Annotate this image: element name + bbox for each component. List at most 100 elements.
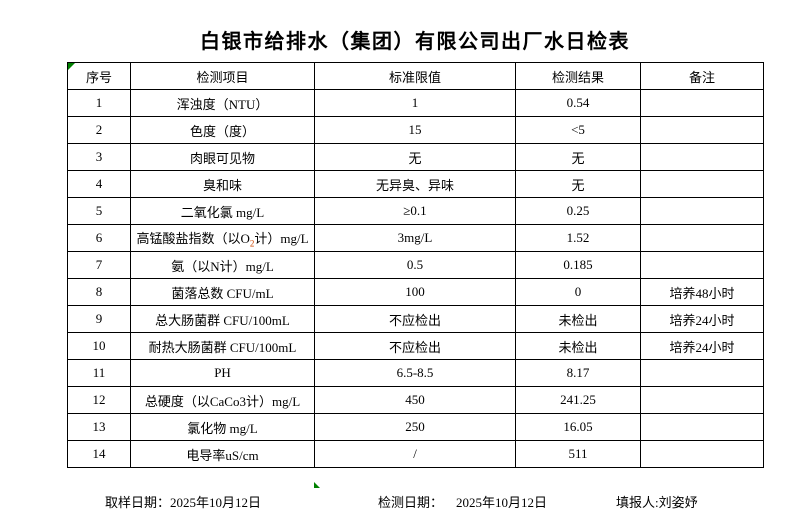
table-row-9: 9 总大肠菌群 CFU/100mL 不应检出 未检出 培养24小时	[67, 305, 764, 333]
item-cell: 耐热大肠菌群 CFU/100mL	[130, 332, 315, 360]
result-cell: 0.185	[515, 251, 641, 279]
result-cell: 0	[515, 278, 641, 306]
test-date-label: 检测日期：	[378, 495, 444, 510]
table-row-13: 13 氯化物 mg/L 250 16.05	[67, 413, 764, 441]
table-row-3: 3 肉眼可见物 无 无	[67, 143, 764, 171]
header-no: 序号	[67, 62, 131, 90]
no-cell: 3	[67, 143, 131, 171]
result-cell: 无	[515, 143, 641, 171]
result-cell: 无	[515, 170, 641, 198]
item-cell: 高锰酸盐指数（以O2计）mg/L	[130, 224, 315, 252]
sampling-date-label: 取样日期：	[105, 495, 171, 510]
result-cell: 0.25	[515, 197, 641, 225]
item-cell: 总硬度（以CaCo3计）mg/L	[130, 386, 315, 414]
no-cell: 8	[67, 278, 131, 306]
result-cell: <5	[515, 116, 641, 144]
item-text-prefix: 高锰酸盐指数（以O	[136, 230, 250, 246]
item-cell: 浑浊度（NTU）	[130, 89, 315, 117]
header-limit: 标准限值	[314, 62, 516, 90]
remark-cell	[640, 251, 764, 279]
limit-cell: 6.5-8.5	[314, 359, 516, 387]
page-title: 白银市给排水（集团）有限公司出厂水日检表	[200, 31, 630, 53]
no-cell: 4	[67, 170, 131, 198]
item-cell: PH	[130, 359, 315, 387]
item-cell: 二氧化氯 mg/L	[130, 197, 315, 225]
no-cell: 9	[67, 305, 131, 333]
item-cell: 菌落总数 CFU/mL	[130, 278, 315, 306]
sampling-date: 取样日期：2025年10月12日	[105, 492, 261, 511]
header-row: 序号 检测项目 标准限值 检测结果 备注	[67, 62, 764, 90]
limit-cell: 15	[314, 116, 516, 144]
remark-cell: 培养24小时	[640, 332, 764, 360]
table-row-2: 2 色度（度） 15 <5	[67, 116, 764, 144]
item-cell: 总大肠菌群 CFU/100mL	[130, 305, 315, 333]
test-date: 检测日期： 2025年10月12日	[378, 492, 547, 511]
table-row-8: 8 菌落总数 CFU/mL 100 0 培养48小时	[67, 278, 764, 306]
table-row-11: 11 PH 6.5-8.5 8.17	[67, 359, 764, 387]
remark-cell	[640, 89, 764, 117]
result-cell: 8.17	[515, 359, 641, 387]
remark-cell	[640, 170, 764, 198]
item-cell: 色度（度）	[130, 116, 315, 144]
result-cell: 511	[515, 440, 641, 468]
limit-cell: 250	[314, 413, 516, 441]
result-cell: 未检出	[515, 332, 641, 360]
remark-cell	[640, 440, 764, 468]
no-cell: 2	[67, 116, 131, 144]
limit-cell: 不应检出	[314, 332, 516, 360]
limit-cell: 不应检出	[314, 305, 516, 333]
remark-cell	[640, 143, 764, 171]
table-row-5: 5 二氧化氯 mg/L ≥0.1 0.25	[67, 197, 764, 225]
item-cell: 电导率uS/cm	[130, 440, 315, 468]
no-cell: 12	[67, 386, 131, 414]
item-text-suffix: 计）mg/L	[254, 230, 309, 246]
limit-cell: 100	[314, 278, 516, 306]
limit-cell: 3mg/L	[314, 224, 516, 252]
result-cell: 241.25	[515, 386, 641, 414]
no-cell: 1	[67, 89, 131, 117]
limit-cell: 无	[314, 143, 516, 171]
table-row-7: 7 氨（以N计）mg/L 0.5 0.185	[67, 251, 764, 279]
sampling-date-value: 2025年10月12日	[170, 495, 262, 510]
table-row-14: 14 电导率uS/cm / 511	[67, 440, 764, 468]
remark-cell	[640, 413, 764, 441]
table-row-12: 12 总硬度（以CaCo3计）mg/L 450 241.25	[67, 386, 764, 414]
header-item: 检测项目	[130, 62, 315, 90]
remark-cell: 培养48小时	[640, 278, 764, 306]
no-cell: 13	[67, 413, 131, 441]
remark-cell: 培养24小时	[640, 305, 764, 333]
result-cell: 未检出	[515, 305, 641, 333]
table-row-6: 6 高锰酸盐指数（以O2计）mg/L 3mg/L 1.52	[67, 224, 764, 252]
remark-cell	[640, 224, 764, 252]
table-row-10: 10 耐热大肠菌群 CFU/100mL 不应检出 未检出 培养24小时	[67, 332, 764, 360]
no-cell: 5	[67, 197, 131, 225]
daily-inspection-table: 序号 检测项目 标准限值 检测结果 备注 1 浑浊度（NTU） 1 0.54 2…	[67, 62, 764, 468]
no-cell: 6	[67, 224, 131, 252]
result-cell: 0.54	[515, 89, 641, 117]
remark-cell	[640, 359, 764, 387]
no-cell: 10	[67, 332, 131, 360]
no-cell: 7	[67, 251, 131, 279]
reporter-label: 填报人:	[616, 495, 659, 510]
test-date-value: 2025年10月12日	[456, 495, 548, 510]
item-cell: 肉眼可见物	[130, 143, 315, 171]
no-cell: 11	[67, 359, 131, 387]
limit-cell: 1	[314, 89, 516, 117]
remark-cell	[640, 116, 764, 144]
limit-cell: 450	[314, 386, 516, 414]
result-cell: 16.05	[515, 413, 641, 441]
table-row-1: 1 浑浊度（NTU） 1 0.54	[67, 89, 764, 117]
reporter-value: 刘姿妤	[658, 495, 698, 510]
remark-cell	[640, 386, 764, 414]
item-cell: 臭和味	[130, 170, 315, 198]
limit-cell: /	[314, 440, 516, 468]
oxygen-subscript: 2	[249, 238, 255, 249]
limit-cell: 0.5	[314, 251, 516, 279]
result-cell: 1.52	[515, 224, 641, 252]
table-row-4: 4 臭和味 无异臭、异味 无	[67, 170, 764, 198]
reporter: 填报人:刘姿妤	[616, 492, 698, 511]
header-result: 检测结果	[515, 62, 641, 90]
limit-cell: 无异臭、异味	[314, 170, 516, 198]
item-cell: 氨（以N计）mg/L	[130, 251, 315, 279]
